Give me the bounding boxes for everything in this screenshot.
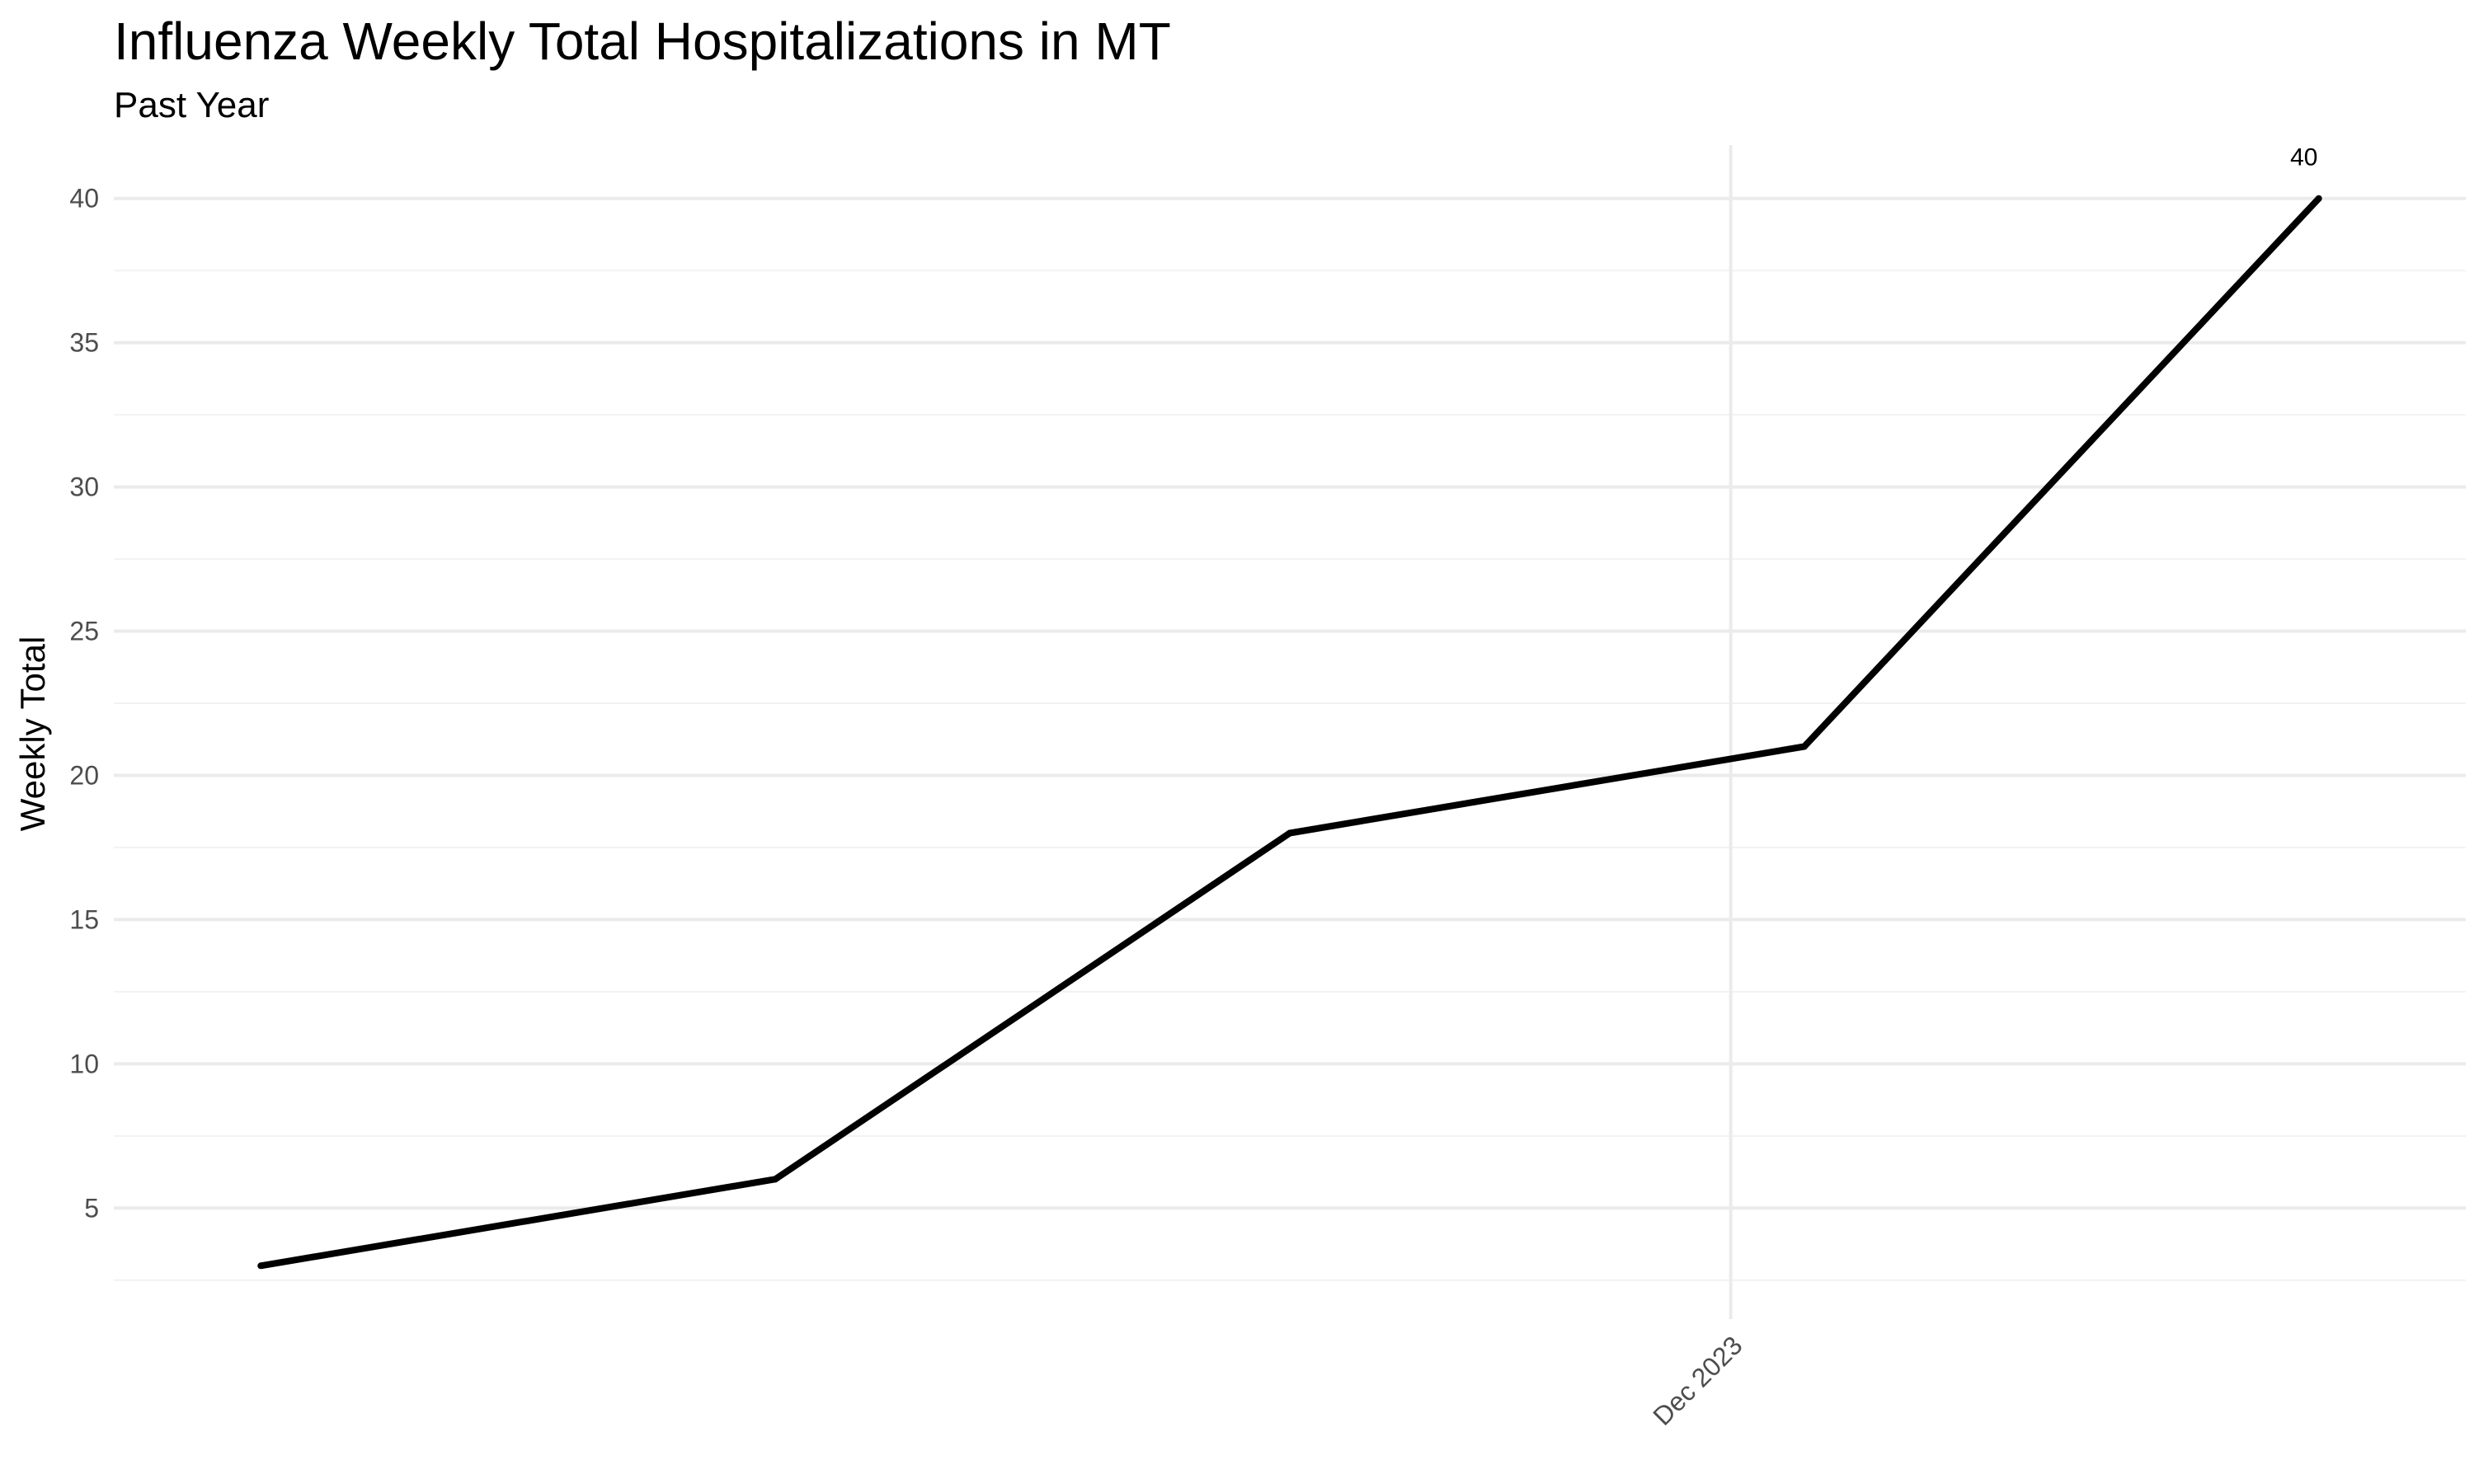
- chart-title: Influenza Weekly Total Hospitalizations …: [114, 12, 1171, 71]
- gridlines: [114, 145, 2466, 1319]
- y-tick-label-10: 10: [69, 1049, 99, 1078]
- x-tick-label-0: Dec 2023: [1647, 1330, 1747, 1430]
- y-tick-label-5: 5: [84, 1193, 99, 1223]
- y-tick-label-35: 35: [69, 328, 99, 358]
- data-point-0: [257, 1262, 265, 1270]
- data-point-1: [772, 1176, 779, 1183]
- data-point-3: [1800, 743, 1808, 750]
- chart-subtitle: Past Year: [114, 85, 270, 125]
- data-point-2: [1286, 829, 1293, 837]
- y-tick-label-40: 40: [69, 184, 99, 214]
- data-point-4: [2315, 195, 2322, 202]
- y-axis-ticks: 5 10 15 20 25 30 35 40: [69, 184, 99, 1223]
- data-label-0: 40: [2290, 144, 2317, 171]
- y-axis-title: Weekly Total: [13, 636, 52, 832]
- data-labels: 40: [2290, 144, 2317, 171]
- y-tick-label-15: 15: [69, 904, 99, 934]
- series-weekly-total: [257, 195, 2322, 1270]
- y-tick-label-30: 30: [69, 472, 99, 502]
- series-line: [260, 195, 2321, 1270]
- x-axis-ticks: Dec 2023: [1647, 1330, 1747, 1430]
- y-tick-label-25: 25: [69, 617, 99, 646]
- y-tick-label-20: 20: [69, 760, 99, 790]
